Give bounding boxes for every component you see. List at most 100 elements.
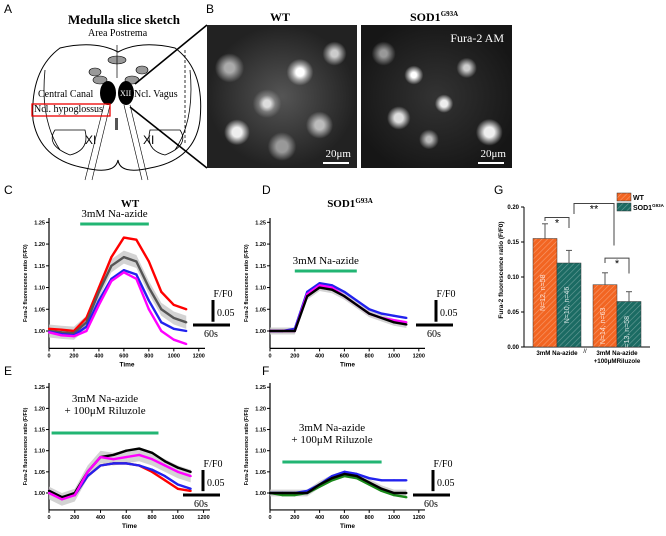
x-tick-label-f: 1000 (388, 515, 400, 521)
trace-point-magenta-e (99, 455, 102, 459)
scale-x-value-d: 60s (427, 329, 441, 340)
trace-point-black-d (392, 321, 396, 324)
trace-point-magenta-c (60, 334, 63, 337)
trace-point-magenta-c (72, 335, 76, 338)
x-tick-label-c: 0 (47, 353, 50, 359)
x-tick-label-d: 200 (290, 353, 299, 359)
legend-label-0: WT (633, 195, 645, 202)
trace-gray-c (48, 255, 187, 335)
trace-point-black-e (138, 447, 141, 450)
bar-sod-0 (556, 262, 582, 348)
central-canal-label: Central Canal (38, 89, 94, 100)
x-tick-label-c: 400 (94, 353, 103, 359)
stimulus-label-f: 3mM Na-azide (299, 422, 365, 434)
trace-point-red-e (189, 489, 192, 492)
y-axis-label-c: Fura-2 fluorescence ratio (F/F0) (23, 244, 29, 322)
trace-point-blue-e (99, 464, 102, 467)
trace-point-black-f (268, 491, 272, 495)
trace-point-black-d (293, 329, 296, 333)
scale-x-value-f: 60s (424, 499, 438, 510)
trace-point-green-f (392, 494, 396, 497)
trace-point-black-d (355, 303, 358, 307)
sod-fluorescence-image: Fura-2 AM 20μm (361, 25, 512, 168)
x-tick-label-c: 200 (69, 353, 78, 359)
trace-point-magenta-c (147, 308, 150, 311)
trace-point-blue-f (380, 479, 383, 482)
trace-point-magenta-e (138, 453, 141, 457)
trace-point-black-d (343, 295, 346, 298)
significance-bracket-2-label: ** (590, 204, 599, 216)
x-tick-label-e: 1000 (172, 515, 184, 521)
trace-point-magenta-d (392, 319, 396, 322)
medulla-sketch (31, 24, 208, 181)
panel-title-d: SOD1G93A (327, 197, 373, 210)
trace-point-blue-c (135, 273, 138, 276)
y-tick-label-g: 0.10 (507, 275, 519, 281)
y-tick-label-c: 1.10 (34, 286, 45, 292)
trace-point-blue-f (330, 474, 334, 478)
trace-point-magenta-c (185, 342, 188, 346)
wt-scale-label: 20μm (325, 148, 351, 160)
trace-green-f (269, 474, 407, 499)
trace-point-blue-d (330, 284, 334, 287)
x-tick-label-f: 1200 (413, 515, 425, 521)
panel-label-g: G (494, 183, 504, 197)
trace-point-blue-d (355, 299, 358, 302)
x-tick-label-f: 600 (340, 515, 349, 521)
x-axis-label-d: Time (340, 361, 355, 368)
n-label: N=13, n=58 (624, 316, 631, 353)
trace-point-black-e (150, 451, 154, 454)
panel-label-c: C (4, 183, 13, 197)
y-tick-label-c: 1.25 (34, 220, 45, 226)
y-tick-label-e: 1.20 (34, 406, 45, 412)
y-tick-label-f: 1.10 (255, 449, 266, 455)
x-tick-label-e: 0 (47, 515, 50, 521)
trace-point-blue-c (160, 321, 163, 324)
trace-point-black-f (306, 491, 309, 495)
sod-title-sup: G93A (440, 10, 459, 18)
wt-fluorescence-image: 20μm (207, 25, 357, 168)
x-tick-label-d: 1200 (413, 353, 425, 359)
y-tick-label-g: 0.05 (507, 310, 519, 316)
trace-point-blue-c (97, 299, 101, 302)
trace-point-blue-f (392, 479, 396, 482)
sod-title-text: SOD1 (410, 10, 441, 24)
x-tick-label-c: 1200 (193, 353, 205, 359)
trace-point-red-c (185, 308, 188, 311)
trace-point-gray-c (135, 260, 138, 263)
trace-point-blue-d (368, 308, 371, 311)
trace-point-green-f (293, 494, 296, 497)
wt-scale-bar (323, 162, 349, 164)
category-label-1: 3mM Na-azide (596, 350, 638, 357)
y-tick-label-f: 1.05 (255, 470, 266, 476)
trace-point-black-e (176, 466, 179, 469)
trace-point-magenta-e (73, 494, 76, 497)
bar-sod-1 (616, 301, 642, 348)
trace-point-gray-c (110, 264, 113, 267)
y-axis-label-e: Fura-2 fluorescence ratio (F/F0) (23, 407, 29, 485)
trace-point-blue-c (185, 329, 188, 333)
y-tick-label-e: 1.05 (34, 470, 45, 476)
trace-point-blue-d (343, 290, 346, 293)
x-tick-label-d: 1000 (388, 353, 400, 359)
trace-point-gray-c (97, 290, 101, 293)
trace-point-black-e (112, 453, 115, 457)
trace-point-blue-f (405, 479, 408, 482)
scale-y-value-f: 0.05 (437, 478, 455, 489)
trace-point-black-f (392, 491, 396, 495)
significance-bracket-2 (573, 203, 615, 246)
x-tick-label-e: 400 (96, 515, 105, 521)
x-tick-label-d: 600 (340, 353, 349, 359)
trace-point-black-d (380, 316, 383, 320)
y-tick-label-c: 1.05 (34, 307, 45, 313)
trace-point-magenta-e (86, 470, 89, 473)
trace-point-blue-f (368, 477, 371, 480)
x-tick-label-e: 800 (147, 515, 156, 521)
y-axis-label-g: Fura-2 fluorescence ratio (F/F0) (498, 221, 505, 318)
scale-y-value-e: 0.05 (207, 478, 225, 489)
trace-point-black-e (125, 449, 128, 452)
trace-point-red-c (47, 327, 51, 330)
y-axis-label-f: Fura-2 fluorescence ratio (F/F0) (244, 407, 250, 485)
trace-point-black-d (306, 295, 309, 298)
